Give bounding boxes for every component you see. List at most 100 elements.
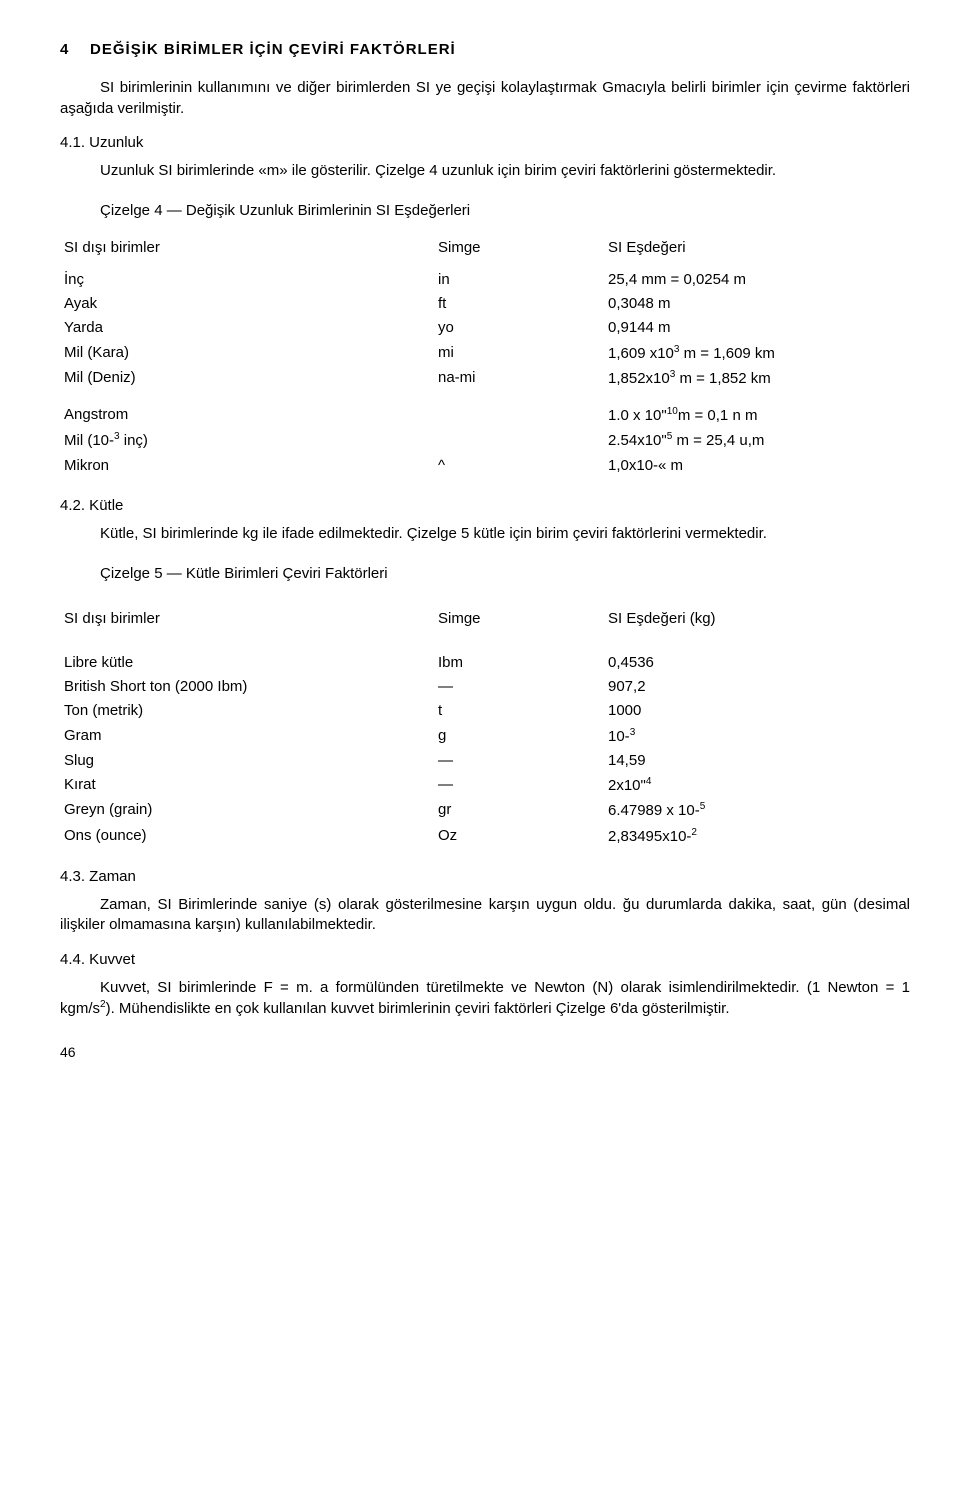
cell: 1000 — [604, 699, 910, 723]
cell: 14,59 — [604, 749, 910, 773]
cell: 1,0x10-« m — [604, 454, 910, 478]
table5-h1: SI dışı birimler — [60, 607, 434, 639]
cell: — — [434, 749, 604, 773]
section-num: 4 — [60, 41, 69, 58]
cell: Ibm — [434, 651, 604, 675]
sup: 2 — [691, 827, 697, 838]
cell: Slug — [60, 749, 434, 773]
cell: Mil (Deniz) — [60, 366, 434, 391]
table-row: Libre kütle Ibm 0,4536 — [60, 651, 910, 675]
cell: yo — [434, 316, 604, 340]
txt: 2,83495x10- — [608, 828, 691, 845]
gap-row — [60, 639, 910, 651]
para-4-2: Kütle, SI birimlerinde kg ile ifade edil… — [60, 524, 910, 544]
cell: Angstrom — [60, 403, 434, 428]
cell: 6.47989 x 10-5 — [604, 798, 910, 823]
cell: 2.54x10"5 m = 25,4 u,m — [604, 428, 910, 453]
cell: Libre kütle — [60, 651, 434, 675]
cell: Kırat — [60, 773, 434, 798]
cell: Ayak — [60, 292, 434, 316]
txt: inç) — [120, 432, 148, 449]
cell: Ons (ounce) — [60, 824, 434, 849]
table-row: Ayak ft 0,3048 m — [60, 292, 910, 316]
txt: 2x10" — [608, 777, 646, 794]
cell: 907,2 — [604, 675, 910, 699]
table-row: Greyn (grain) gr 6.47989 x 10-5 — [60, 798, 910, 823]
table5-title: Çizelge 5 — Kütle Birimleri Çeviri Faktö… — [60, 564, 910, 584]
txt: m = 1,609 km — [679, 345, 774, 362]
cell: 0,4536 — [604, 651, 910, 675]
cell: gr — [434, 798, 604, 823]
txt: 10- — [608, 728, 630, 745]
table-row: Angstrom 1.0 x 10"10m = 0,1 n m — [60, 403, 910, 428]
table4: SI dışı birimler Simge SI Eşdeğeri İnç i… — [60, 236, 910, 478]
cell: 1,852x103 m = 1,852 km — [604, 366, 910, 391]
table-row: Mil (Deniz) na-mi 1,852x103 m = 1,852 km — [60, 366, 910, 391]
table4-h1: SI dışı birimler — [60, 236, 434, 268]
table-row: British Short ton (2000 Ibm) — 907,2 — [60, 675, 910, 699]
table-row: Ton (metrik) t 1000 — [60, 699, 910, 723]
intro-paragraph: SI birimlerinin kullanımını ve diğer bir… — [60, 78, 910, 119]
table-row: Kırat — 2x10"4 — [60, 773, 910, 798]
table5-h2: Simge — [434, 607, 604, 639]
cell: Mil (10-3 inç) — [60, 428, 434, 453]
para-4-3: Zaman, SI Birimlerinde saniye (s) olarak… — [60, 895, 910, 936]
subsection-4-4: 4.4. Kuvvet — [60, 950, 910, 970]
section-heading: 4 DEĞİŞİK BİRİMLER İÇİN ÇEVİRİ FAKTÖRLER… — [60, 40, 910, 60]
cell: 1,609 x103 m = 1,609 km — [604, 341, 910, 366]
txt: m = 25,4 u,m — [672, 432, 764, 449]
cell: ft — [434, 292, 604, 316]
para-4-4: Kuvvet, SI birimlerinde F = m. a formülü… — [60, 978, 910, 1020]
sup: 4 — [646, 776, 652, 787]
cell: — — [434, 773, 604, 798]
cell: in — [434, 268, 604, 292]
cell: 2x10"4 — [604, 773, 910, 798]
subsection-4-3: 4.3. Zaman — [60, 867, 910, 887]
table-row: Mil (Kara) mi 1,609 x103 m = 1,609 km — [60, 341, 910, 366]
cell: ^ — [434, 454, 604, 478]
table-row: Ons (ounce) Oz 2,83495x10-2 — [60, 824, 910, 849]
cell: Yarda — [60, 316, 434, 340]
table4-title: Çizelge 4 — Değişik Uzunluk Birimlerinin… — [60, 201, 910, 221]
cell: Gram — [60, 724, 434, 749]
cell: 0,9144 m — [604, 316, 910, 340]
table-row: Yarda yo 0,9144 m — [60, 316, 910, 340]
table4-header: SI dışı birimler Simge SI Eşdeğeri — [60, 236, 910, 268]
cell: 25,4 mm = 0,0254 m — [604, 268, 910, 292]
table-row: Mil (10-3 inç) 2.54x10"5 m = 25,4 u,m — [60, 428, 910, 453]
cell: British Short ton (2000 Ibm) — [60, 675, 434, 699]
txt: 1,609 x10 — [608, 345, 674, 362]
table4-h2: Simge — [434, 236, 604, 268]
cell: Oz — [434, 824, 604, 849]
para-4-1: Uzunluk SI birimlerinde «m» ile gösteril… — [60, 161, 910, 181]
cell: t — [434, 699, 604, 723]
cell: İnç — [60, 268, 434, 292]
table-row: İnç in 25,4 mm = 0,0254 m — [60, 268, 910, 292]
cell: 1.0 x 10"10m = 0,1 n m — [604, 403, 910, 428]
table-row: Gram g 10-3 — [60, 724, 910, 749]
table5-h3: SI Eşdeğeri (kg) — [604, 607, 910, 639]
cell: g — [434, 724, 604, 749]
cell: 10-3 — [604, 724, 910, 749]
page-number: 46 — [60, 1043, 910, 1062]
table5-header: SI dışı birimler Simge SI Eşdeğeri (kg) — [60, 607, 910, 639]
cell: Mikron — [60, 454, 434, 478]
cell: 0,3048 m — [604, 292, 910, 316]
cell: na-mi — [434, 366, 604, 391]
sup: 3 — [630, 727, 636, 738]
txt: 2.54x10" — [608, 432, 667, 449]
txt: 1.0 x 10" — [608, 407, 667, 424]
cell: Mil (Kara) — [60, 341, 434, 366]
txt: Mil (10- — [64, 432, 114, 449]
table5: SI dışı birimler Simge SI Eşdeğeri (kg) … — [60, 607, 910, 849]
txt: ). Mühendislikte en çok kullanılan kuvve… — [106, 1000, 730, 1017]
txt: m = 1,852 km — [675, 370, 770, 387]
txt: 6.47989 x 10- — [608, 802, 700, 819]
cell: Ton (metrik) — [60, 699, 434, 723]
cell: 2,83495x10-2 — [604, 824, 910, 849]
sup: 5 — [700, 801, 706, 812]
subsection-4-1: 4.1. Uzunluk — [60, 133, 910, 153]
gap-row — [60, 391, 910, 403]
section-title: DEĞİŞİK BİRİMLER İÇİN ÇEVİRİ FAKTÖRLERİ — [90, 41, 456, 58]
cell: mi — [434, 341, 604, 366]
